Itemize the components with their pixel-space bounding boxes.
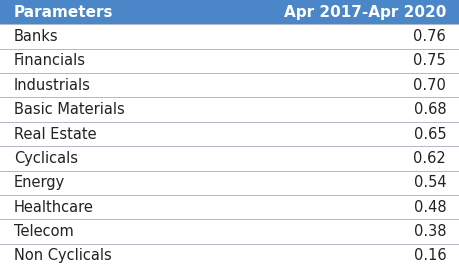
Text: Cyclicals: Cyclicals <box>14 151 78 166</box>
Text: Healthcare: Healthcare <box>14 200 94 215</box>
Text: 0.48: 0.48 <box>413 200 445 215</box>
Text: 0.70: 0.70 <box>413 78 445 93</box>
Text: Banks: Banks <box>14 29 58 44</box>
Text: Industrials: Industrials <box>14 78 90 93</box>
Text: 0.68: 0.68 <box>413 102 445 117</box>
Text: 0.65: 0.65 <box>413 126 445 142</box>
Text: Real Estate: Real Estate <box>14 126 96 142</box>
Text: Basic Materials: Basic Materials <box>14 102 124 117</box>
Text: 0.76: 0.76 <box>413 29 445 44</box>
Text: Apr 2017-Apr 2020: Apr 2017-Apr 2020 <box>283 5 445 20</box>
Text: 0.16: 0.16 <box>413 248 445 263</box>
Text: Telecom: Telecom <box>14 224 73 239</box>
Text: Energy: Energy <box>14 175 65 190</box>
Text: 0.54: 0.54 <box>413 175 445 190</box>
Text: Non Cyclicals: Non Cyclicals <box>14 248 112 263</box>
Text: 0.62: 0.62 <box>413 151 445 166</box>
Text: Parameters: Parameters <box>14 5 113 20</box>
FancyBboxPatch shape <box>0 0 459 24</box>
Text: 0.38: 0.38 <box>413 224 445 239</box>
Text: Financials: Financials <box>14 53 86 68</box>
Text: 0.75: 0.75 <box>413 53 445 68</box>
